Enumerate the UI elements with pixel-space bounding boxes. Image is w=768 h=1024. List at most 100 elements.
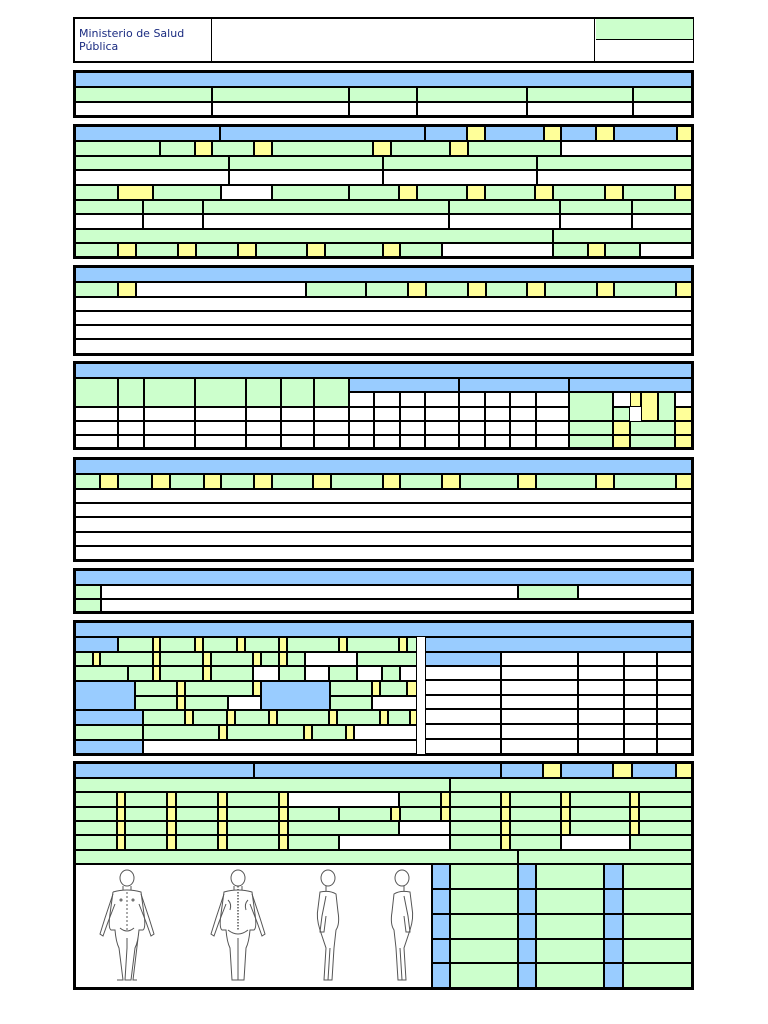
checkbox[interactable] xyxy=(254,474,272,489)
input-field[interactable] xyxy=(212,102,349,116)
checkbox[interactable] xyxy=(118,282,136,297)
table-row[interactable] xyxy=(578,680,624,695)
input-field[interactable] xyxy=(449,214,560,229)
checkbox[interactable] xyxy=(407,681,417,696)
checkbox[interactable] xyxy=(238,243,256,257)
checkbox[interactable] xyxy=(677,126,692,141)
table-row[interactable] xyxy=(425,680,501,695)
table-row[interactable] xyxy=(400,435,425,448)
checkbox[interactable] xyxy=(269,710,277,725)
table-row[interactable] xyxy=(374,407,400,421)
checkbox[interactable] xyxy=(408,282,426,297)
checkbox[interactable] xyxy=(501,792,510,807)
input-field[interactable] xyxy=(354,725,417,740)
checkbox[interactable] xyxy=(561,807,570,821)
table-row[interactable] xyxy=(510,421,536,435)
table-row[interactable] xyxy=(501,724,578,739)
table-row[interactable] xyxy=(657,739,692,754)
table-row[interactable] xyxy=(536,407,569,421)
input-field[interactable] xyxy=(305,666,329,681)
table-row[interactable] xyxy=(501,709,578,724)
input-field[interactable] xyxy=(633,102,692,116)
table-row[interactable] xyxy=(349,407,374,421)
table-row[interactable] xyxy=(459,407,485,421)
checkbox[interactable] xyxy=(410,710,417,725)
text-line[interactable] xyxy=(75,297,692,311)
checkbox[interactable] xyxy=(185,710,193,725)
checkbox[interactable] xyxy=(339,637,347,652)
table-row[interactable] xyxy=(195,421,246,435)
checkbox[interactable] xyxy=(399,637,407,652)
text-line[interactable] xyxy=(75,532,692,546)
checkbox[interactable] xyxy=(195,637,203,652)
table-row[interactable] xyxy=(501,695,578,709)
checkbox[interactable] xyxy=(279,835,288,850)
checkbox[interactable] xyxy=(630,392,641,407)
table-row[interactable] xyxy=(400,407,425,421)
checkbox[interactable] xyxy=(676,282,692,297)
text-line[interactable] xyxy=(75,503,692,517)
table-row[interactable] xyxy=(246,421,281,435)
checkbox[interactable] xyxy=(117,807,125,821)
checkbox[interactable] xyxy=(117,792,125,807)
table-row[interactable] xyxy=(75,407,118,421)
table-row[interactable] xyxy=(578,724,624,739)
input-field[interactable] xyxy=(229,170,383,185)
checkbox[interactable] xyxy=(630,821,639,835)
form-code-field[interactable] xyxy=(596,40,693,61)
table-row[interactable] xyxy=(374,421,400,435)
table-row[interactable] xyxy=(510,407,536,421)
checkbox[interactable] xyxy=(118,243,136,257)
checkbox[interactable] xyxy=(372,681,380,696)
table-row[interactable] xyxy=(425,666,501,680)
checkbox[interactable] xyxy=(100,474,118,489)
checkbox[interactable] xyxy=(307,243,325,257)
table-row[interactable] xyxy=(425,709,501,724)
checkbox[interactable] xyxy=(561,792,570,807)
checkbox[interactable] xyxy=(501,807,510,821)
checkbox[interactable] xyxy=(675,185,692,200)
text-line[interactable] xyxy=(75,339,692,354)
checkbox[interactable] xyxy=(93,652,100,666)
checkbox[interactable] xyxy=(373,141,391,156)
checkbox[interactable] xyxy=(467,185,485,200)
input-field[interactable] xyxy=(349,102,417,116)
checkbox[interactable] xyxy=(676,474,692,489)
input-field[interactable] xyxy=(75,214,143,229)
checkbox[interactable] xyxy=(441,792,450,807)
checkbox[interactable] xyxy=(304,725,312,740)
table-row[interactable] xyxy=(246,407,281,421)
input-field[interactable] xyxy=(561,835,630,850)
checkbox[interactable] xyxy=(675,407,692,421)
input-field[interactable] xyxy=(399,821,450,835)
checkbox[interactable] xyxy=(203,666,211,681)
table-row[interactable] xyxy=(657,695,692,709)
table-row[interactable] xyxy=(314,421,349,435)
input-field[interactable] xyxy=(560,214,632,229)
checkbox[interactable] xyxy=(254,141,272,156)
checkbox[interactable] xyxy=(253,652,261,666)
body-left-side-view-icon[interactable] xyxy=(378,868,428,984)
table-row[interactable] xyxy=(657,709,692,724)
body-right-side-view-icon[interactable] xyxy=(302,868,352,984)
table-row[interactable] xyxy=(75,435,118,448)
checkbox[interactable] xyxy=(450,141,468,156)
checkbox[interactable] xyxy=(442,474,460,489)
checkbox[interactable] xyxy=(167,835,176,850)
table-row[interactable] xyxy=(118,421,144,435)
table-row[interactable] xyxy=(624,680,657,695)
checkbox[interactable] xyxy=(518,474,536,489)
table-row[interactable] xyxy=(657,724,692,739)
checkbox[interactable] xyxy=(527,282,545,297)
table-row[interactable] xyxy=(578,739,624,754)
checkbox[interactable] xyxy=(346,725,354,740)
checkbox[interactable] xyxy=(195,141,212,156)
checkbox[interactable] xyxy=(279,792,288,807)
checkbox[interactable] xyxy=(117,835,125,850)
checkbox[interactable] xyxy=(630,792,639,807)
table-row[interactable] xyxy=(195,435,246,448)
table-row[interactable] xyxy=(578,709,624,724)
checkbox[interactable] xyxy=(204,474,221,489)
body-front-view-icon[interactable] xyxy=(89,868,165,984)
table-row[interactable] xyxy=(118,435,144,448)
